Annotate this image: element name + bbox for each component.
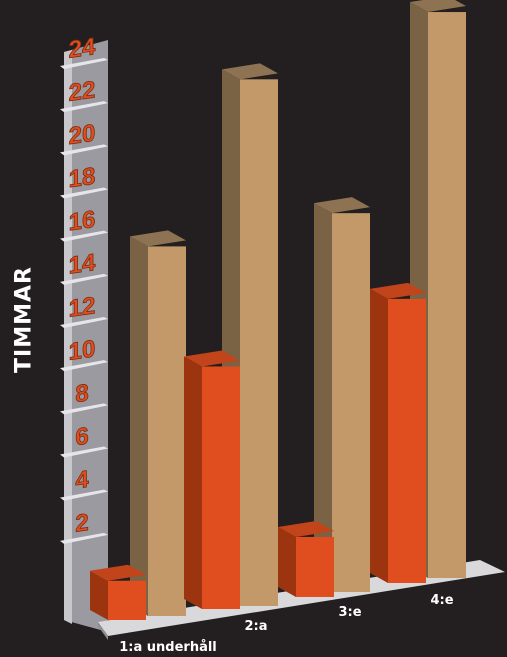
y-tick-label: 12 [69,292,96,323]
y-tick-shelf [60,187,108,199]
bar-side [130,236,148,616]
bar-side [90,570,108,620]
axis-wall-side [64,40,108,632]
bar-top [410,0,466,13]
y-tick-shelf [60,489,108,501]
x-tick-label: 3:e [338,605,361,620]
y-tick-label: 6 [75,423,88,452]
bar-front [108,580,146,620]
y-tick-label: 8 [75,379,88,408]
back-bar [314,197,370,592]
back-bar [130,230,186,616]
front-bar [278,520,334,597]
y-tick-shelf [60,446,108,458]
x-tick-label: 2:a [244,619,267,634]
axis-wall-edge [64,50,72,624]
y-tick-shelf [60,101,108,113]
bar-front [428,12,466,579]
bar-front [388,298,426,583]
y-tick-shelf [60,230,108,242]
bar-side [370,288,388,583]
y-tick-shelf [60,360,108,372]
y-tick-label: 14 [69,249,96,280]
x-tick-label: 1:a underhåll [119,640,217,655]
y-tick-label: 2 [75,509,88,538]
bar-front [148,246,186,616]
x-tick-labels: 1:a underhåll 2:a 3:e 4:e [119,593,453,655]
y-tick-label: 10 [69,335,96,366]
y-axis-wall [64,40,108,632]
floor-edge [98,622,108,640]
bar-top [278,520,334,537]
bar-side [184,356,202,609]
bar-top [130,230,186,247]
y-tick-label: 4 [75,466,89,495]
y-tick-shelf [60,532,108,544]
bar-top [184,350,240,367]
y-tick-shelf [60,403,108,415]
y-tick-shelf [60,273,108,285]
bar-side [278,526,296,597]
y-tick-label: 22 [69,76,96,107]
y-tick-shelf [60,317,108,328]
y-tick-shelf [60,58,108,69]
bar-front [296,536,334,597]
x-tick-label: 4:e [430,593,453,608]
bar-side [314,203,332,592]
y-tick-label: 24 [69,33,96,64]
y-tick-shelf [60,144,108,156]
bar-front [202,366,240,609]
front-bar [184,350,240,609]
front-bar [370,282,426,583]
y-tick-label: 16 [69,206,96,237]
bar-front [240,79,278,606]
bar-top [314,197,370,214]
bar-top [90,564,146,581]
bar-top [370,282,426,299]
y-tick-label: 20 [69,120,96,151]
front-bar [90,564,146,620]
bar-top [222,63,278,80]
y-tick-label: 18 [69,163,96,194]
bar-front [332,213,370,592]
